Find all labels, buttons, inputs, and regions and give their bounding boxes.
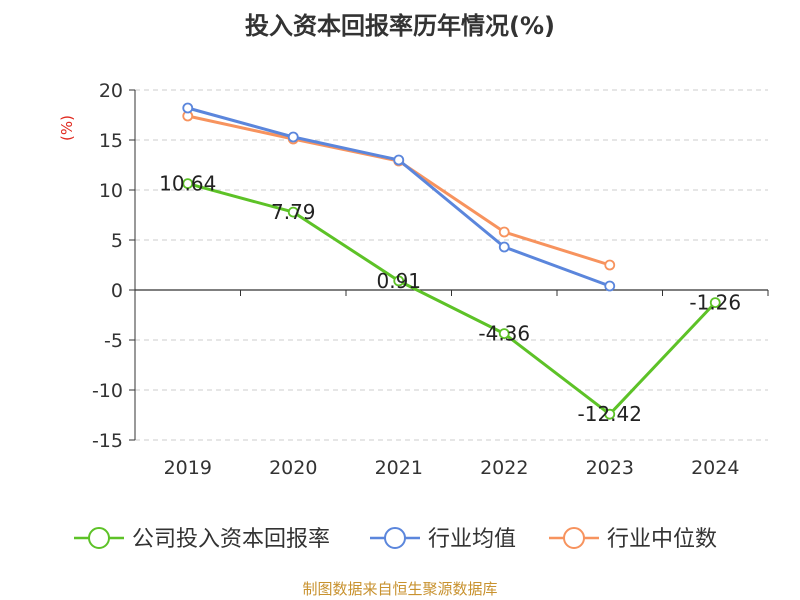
x-tick-label: 2021: [375, 457, 423, 479]
series-point: [287, 206, 299, 218]
series-point: [604, 280, 616, 292]
series-point: [182, 102, 194, 114]
source-note: 制图数据来自恒生聚源数据库: [302, 580, 497, 598]
series-point: [498, 241, 510, 253]
x-tick-label: 2022: [480, 457, 528, 479]
series-lines: [182, 102, 721, 420]
y-tick-label: 0: [111, 280, 123, 302]
x-tick-label: 2024: [691, 457, 739, 479]
legend-swatch-marker: [563, 527, 585, 549]
y-tick-label: -5: [104, 330, 123, 352]
legend-label: 公司投入资本回报率: [132, 527, 330, 552]
y-tick-label: 15: [99, 130, 123, 152]
y-axis-unit-label: (%): [58, 115, 76, 141]
data-label: -12.42: [578, 402, 642, 426]
y-tick-label: 10: [99, 180, 123, 202]
legend-swatch-marker: [384, 527, 406, 549]
series-point: [287, 131, 299, 143]
y-tick-label: 5: [111, 230, 123, 252]
series-point: [393, 275, 405, 287]
series-point: [182, 178, 194, 190]
data-label: -1.26: [689, 291, 741, 315]
legend: 公司投入资本回报率 行业均值 行业中位数: [74, 527, 717, 552]
series-point: [498, 226, 510, 238]
data-label: -4.36: [478, 322, 530, 346]
series-point: [604, 408, 616, 420]
y-tick-label: -10: [92, 380, 123, 402]
data-label: 7.79: [271, 200, 316, 224]
legend-label: 行业均值: [428, 527, 516, 552]
series-point: [604, 259, 616, 271]
x-tick-label: 2020: [269, 457, 317, 479]
data-label: 10.64: [159, 172, 216, 196]
legend-swatch-marker: [88, 527, 110, 549]
grid-lines: [135, 89, 768, 441]
axes: 20 15 10 5 0 -5 -10 -15 2019 2020 2021 2022 2023 2024: [92, 80, 769, 479]
y-tick-label: 20: [99, 80, 123, 102]
legend-label: 行业中位数: [607, 527, 717, 552]
data-labels: 10.64 7.79 0.91 -4.36 -12.42 -1.26: [159, 172, 741, 427]
x-tick-label: 2023: [586, 457, 634, 479]
chart-title: 投入资本回报率历年情况(%): [245, 12, 555, 40]
series-point: [709, 297, 721, 309]
series-line: [187, 182, 717, 416]
y-tick-label: -15: [92, 430, 123, 452]
series-point: [498, 328, 510, 340]
data-label: 0.91: [376, 269, 421, 293]
series-line: [187, 106, 611, 288]
x-tick-label: 2019: [164, 457, 212, 479]
series-point: [393, 154, 405, 166]
